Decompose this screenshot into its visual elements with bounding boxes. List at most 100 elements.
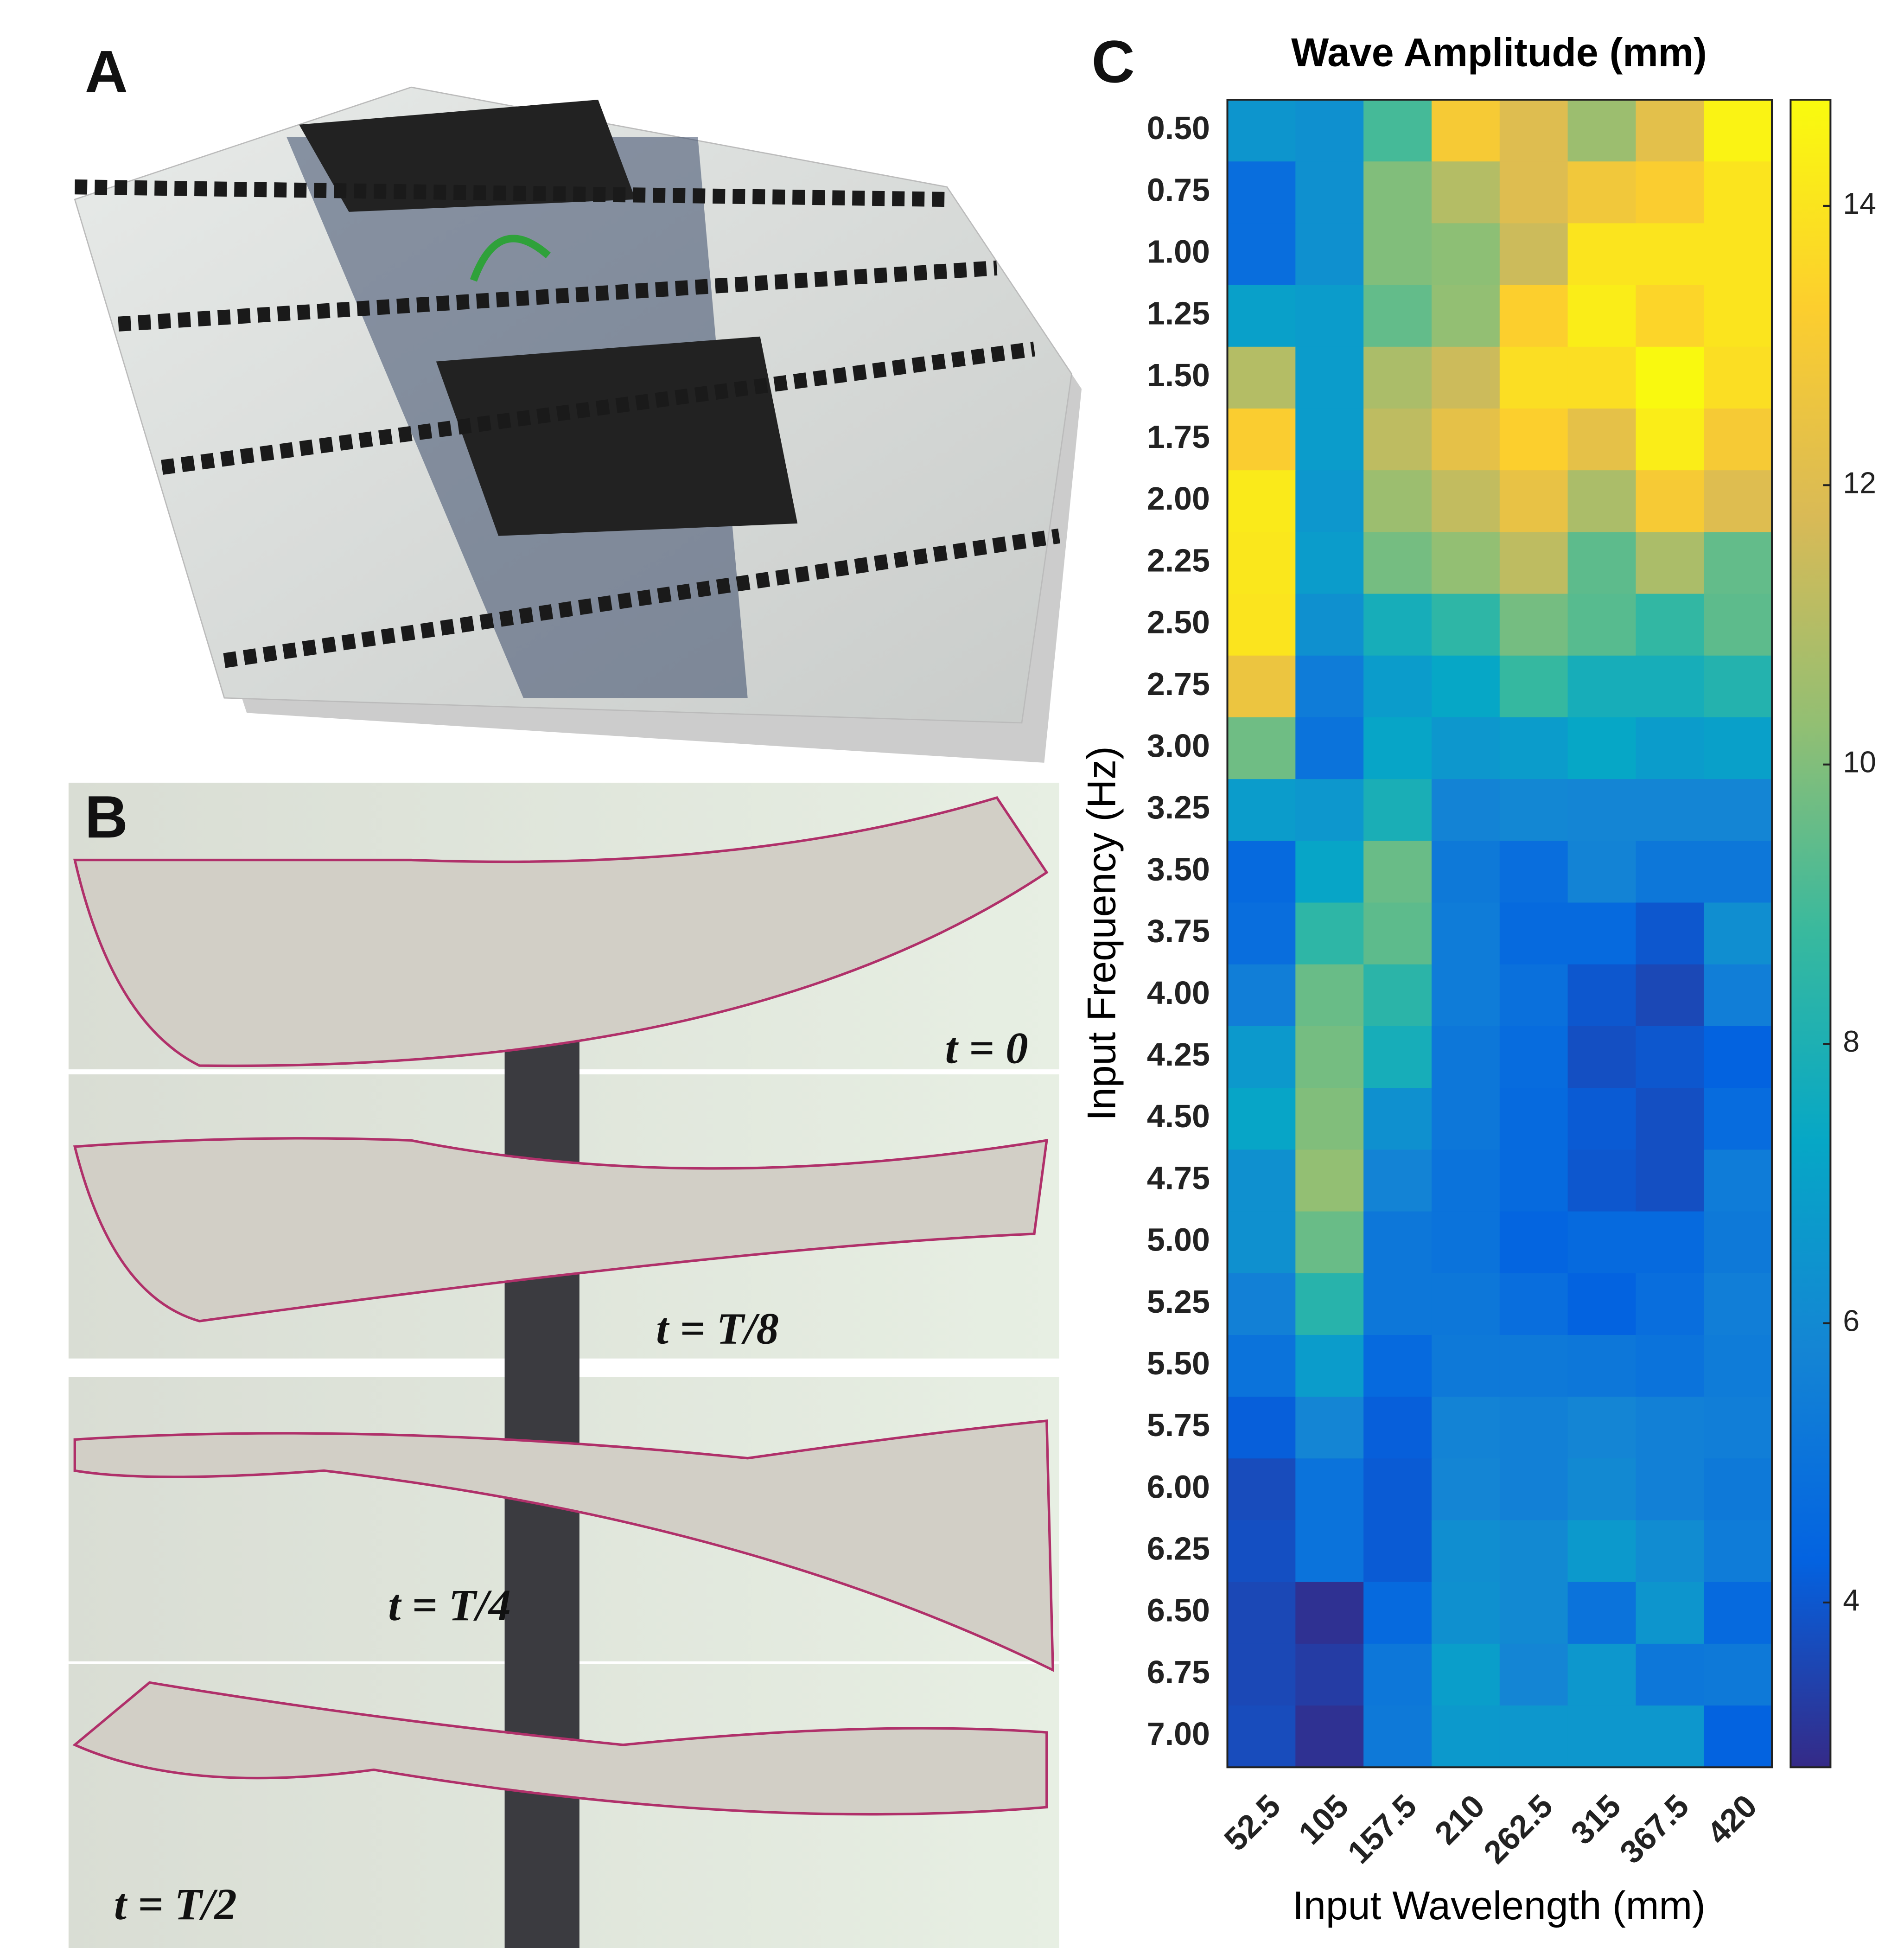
heatmap-cell	[1499, 1026, 1568, 1089]
y-tick-label: 3.00	[1147, 728, 1210, 764]
heatmap-cell	[1295, 964, 1364, 1027]
heatmap-cell	[1499, 1397, 1568, 1459]
heatmap-cell	[1227, 223, 1296, 286]
y-tick-label: 5.50	[1147, 1345, 1210, 1381]
heatmap-cell	[1295, 841, 1364, 903]
heatmap-cell	[1227, 100, 1296, 162]
heatmap-cell	[1295, 717, 1364, 780]
heatmap-cell	[1704, 1582, 1773, 1645]
heatmap-cell	[1295, 1211, 1364, 1274]
photo-b	[68, 782, 1059, 1948]
heatmap-cell	[1567, 1520, 1637, 1583]
y-tick-label: 7.00	[1147, 1716, 1210, 1752]
heatmap-cell	[1704, 223, 1773, 286]
heatmap-cell	[1636, 1335, 1705, 1398]
heatmap-cell	[1295, 1643, 1364, 1706]
heatmap-cell	[1363, 100, 1433, 162]
y-tick-label: 6.75	[1147, 1654, 1210, 1690]
heatmap-cell	[1295, 1458, 1364, 1521]
heatmap-cell	[1295, 100, 1364, 162]
heatmap-cell	[1295, 408, 1364, 471]
heatmap-cell	[1499, 1582, 1568, 1645]
heatmap-cell	[1499, 1458, 1568, 1521]
heatmap-cell	[1499, 1705, 1568, 1768]
heatmap-cell	[1363, 1150, 1433, 1212]
heatmap-cell	[1704, 779, 1773, 842]
heatmap-cell	[1431, 1211, 1501, 1274]
heatmap-cell	[1295, 1026, 1364, 1089]
heatmap-cell	[1704, 346, 1773, 409]
heatmap-cell	[1363, 285, 1433, 348]
y-tick-label: 4.25	[1147, 1036, 1210, 1073]
heatmap-cell	[1431, 161, 1501, 224]
heatmap-cell	[1499, 1088, 1568, 1150]
heatmap-cell	[1227, 470, 1296, 533]
heatmap-cell	[1499, 1273, 1568, 1336]
heatmap-cell	[1499, 902, 1568, 965]
heatmap-cell	[1363, 779, 1433, 842]
heatmap-cell	[1636, 1705, 1705, 1768]
heatmap-cell	[1431, 841, 1501, 903]
heatmap-cell	[1499, 841, 1568, 903]
frame-label: t = T/4	[388, 1580, 511, 1630]
heatmap-cell	[1295, 779, 1364, 842]
heatmap-cell	[1636, 779, 1705, 842]
heatmap-cell	[1704, 470, 1773, 533]
heatmap-cell	[1567, 100, 1637, 162]
heatmap-cell	[1295, 594, 1364, 657]
heatmap-cell	[1499, 346, 1568, 409]
heatmap-cell	[1227, 285, 1296, 348]
heatmap-cell	[1295, 1150, 1364, 1212]
heatmap-cell	[1431, 1026, 1501, 1089]
heatmap-cell	[1636, 1643, 1705, 1706]
heatmap-cell	[1636, 1397, 1705, 1459]
heatmap-cell	[1499, 470, 1568, 533]
heatmap-cell	[1431, 346, 1501, 409]
heatmap-cell	[1227, 655, 1296, 718]
heatmap-cell	[1636, 1026, 1705, 1089]
heatmap-cell	[1567, 1335, 1637, 1398]
y-tick-label: 5.25	[1147, 1284, 1210, 1320]
y-tick-label: 5.00	[1147, 1222, 1210, 1258]
panel-label: A	[85, 38, 128, 105]
heatmap-cell	[1567, 1150, 1637, 1212]
heatmap-cell	[1227, 1273, 1296, 1336]
heatmap-cell	[1567, 1397, 1637, 1459]
heatmap-cell	[1567, 841, 1637, 903]
heatmap-cell	[1431, 1397, 1501, 1459]
photo-a	[74, 86, 1082, 763]
heatmap-cell	[1363, 223, 1433, 286]
heatmap-cell	[1636, 594, 1705, 657]
heatmap-cell	[1704, 1397, 1773, 1459]
frame-label: t = T/2	[114, 1879, 237, 1929]
heatmap-cell	[1499, 964, 1568, 1027]
heatmap-cell	[1499, 408, 1568, 471]
heatmap-cell	[1431, 1705, 1501, 1768]
heatmap-cell	[1636, 964, 1705, 1027]
heatmap-cell	[1227, 408, 1296, 471]
y-tick-label: 2.50	[1147, 604, 1210, 640]
heatmap-cell	[1431, 408, 1501, 471]
y-tick-label: 5.75	[1147, 1407, 1210, 1443]
heatmap-cell	[1227, 717, 1296, 780]
heatmap-cell	[1363, 717, 1433, 780]
heatmap-cell	[1499, 779, 1568, 842]
heatmap-cell	[1363, 532, 1433, 594]
heatmap-cell	[1295, 1397, 1364, 1459]
heatmap-cell	[1567, 1026, 1637, 1089]
heatmap-cell	[1295, 1520, 1364, 1583]
heatmap-cell	[1636, 1458, 1705, 1521]
colorbar-tick-label: 12	[1843, 466, 1876, 499]
heatmap-cell	[1567, 594, 1637, 657]
heatmap-cell	[1295, 1705, 1364, 1768]
colorbar-tick-label: 14	[1843, 187, 1876, 220]
heatmap-cell	[1636, 1273, 1705, 1336]
panel-label: B	[85, 784, 128, 850]
x-tick-label: 157.5	[1341, 1788, 1424, 1871]
heatmap-cell	[1636, 285, 1705, 348]
y-tick-label: 0.50	[1147, 110, 1210, 146]
y-tick-label: 2.00	[1147, 480, 1210, 517]
heatmap-cell	[1704, 594, 1773, 657]
heatmap-cell	[1636, 223, 1705, 286]
frame-label: t = 0	[945, 1023, 1028, 1073]
